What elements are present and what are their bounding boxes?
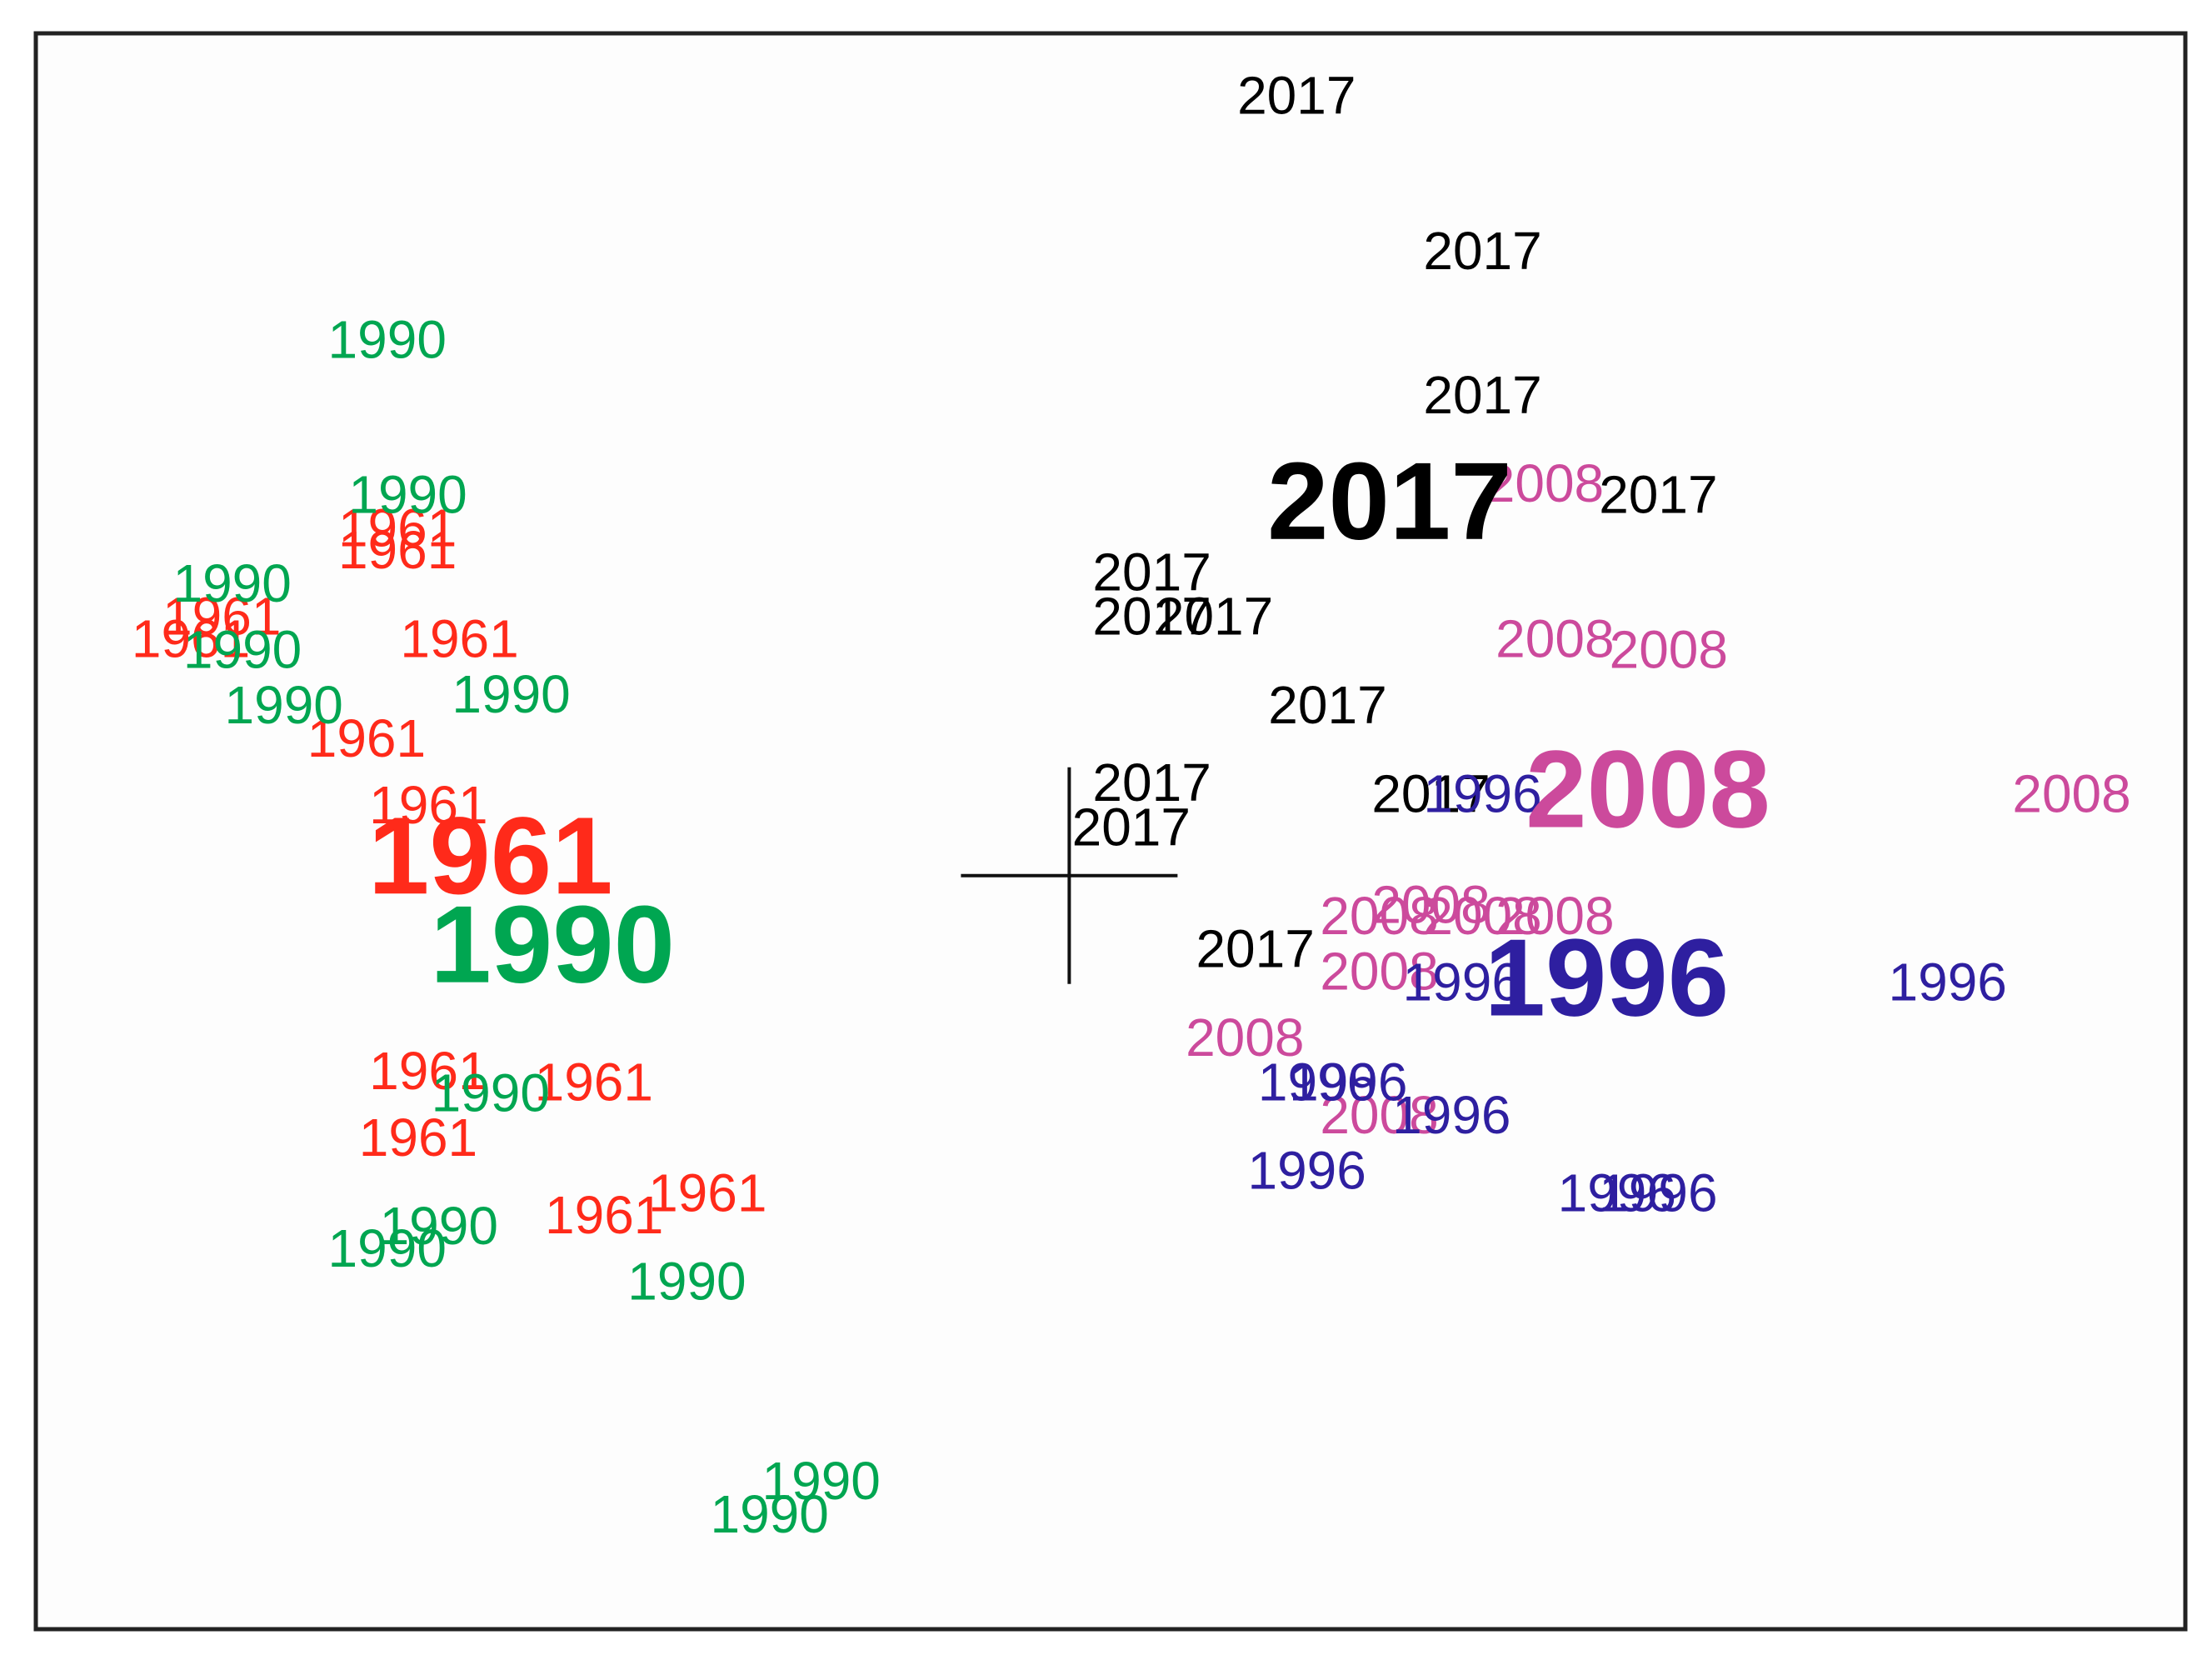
- point-label-1996: 1996: [1423, 764, 1541, 824]
- point-label-1961: 1961: [369, 775, 487, 835]
- point-label-2017: 2017: [1092, 587, 1211, 647]
- centroid-label-2017: 2017: [1267, 440, 1512, 562]
- point-label-1990: 1990: [762, 1451, 881, 1511]
- point-label-1990: 1990: [432, 1063, 550, 1123]
- point-label-2008: 2008: [1610, 620, 1728, 680]
- point-label-2008: 2008: [1485, 453, 1604, 513]
- point-label-1996: 1996: [1599, 1162, 1717, 1222]
- point-label-1996: 1996: [1392, 1085, 1510, 1145]
- point-label-2008: 2008: [1186, 1008, 1304, 1068]
- point-label-1990: 1990: [328, 309, 447, 369]
- point-label-1961: 1961: [359, 1108, 477, 1168]
- point-label-1961: 1961: [338, 520, 457, 580]
- point-label-1996: 1996: [1289, 1052, 1407, 1112]
- point-label-1990: 1990: [710, 1484, 828, 1544]
- plot-frame: [33, 31, 2188, 1632]
- point-label-2008: 2008: [1371, 874, 1490, 934]
- point-label-1961: 1961: [369, 1041, 487, 1101]
- point-label-2008: 2008: [2012, 764, 2130, 824]
- point-label-2017: 2017: [1196, 919, 1314, 979]
- point-label-1961: 1961: [132, 608, 250, 668]
- point-label-1961: 1961: [535, 1052, 653, 1112]
- point-label-2017: 2017: [1423, 221, 1541, 281]
- point-label-1961: 1961: [545, 1185, 663, 1245]
- point-label-2017: 2017: [1371, 764, 1490, 824]
- point-label-1990: 1990: [452, 664, 570, 724]
- point-label-2017: 2017: [1423, 365, 1541, 425]
- point-label-1990: 1990: [348, 464, 467, 524]
- point-label-2008: 2008: [1320, 886, 1438, 946]
- point-label-1996: 1996: [1558, 1162, 1676, 1222]
- point-label-1961: 1961: [338, 498, 457, 558]
- point-label-2017: 2017: [1092, 752, 1211, 812]
- point-label-2008: 2008: [1495, 608, 1614, 668]
- point-label-2008: 2008: [1495, 886, 1614, 946]
- point-label-1990: 1990: [225, 675, 343, 735]
- point-label-1990: 1990: [183, 620, 302, 680]
- point-label-1961: 1961: [400, 608, 518, 668]
- point-label-1990: 1990: [380, 1196, 498, 1256]
- point-label-2017: 2017: [1599, 464, 1717, 524]
- point-label-1990: 1990: [328, 1218, 447, 1278]
- point-label-2008: 2008: [1320, 1085, 1438, 1145]
- point-label-2017: 2017: [1072, 797, 1191, 857]
- point-label-1996: 1996: [1247, 1141, 1366, 1201]
- point-label-1996: 1996: [1889, 952, 2007, 1012]
- point-label-1961: 1961: [307, 708, 426, 768]
- point-label-1996: 1996: [1403, 952, 1521, 1012]
- point-label-2008: 2008: [1423, 886, 1541, 946]
- point-label-2017: 2017: [1155, 587, 1273, 647]
- point-label-1996: 1996: [1258, 1052, 1376, 1112]
- point-label-2017: 2017: [1268, 675, 1386, 735]
- point-label-1961: 1961: [648, 1162, 766, 1222]
- centroid-label-1990: 1990: [430, 883, 675, 1006]
- centroid-label-1996: 1996: [1485, 917, 1730, 1039]
- origin-cross: [961, 767, 1178, 984]
- point-label-1961: 1961: [162, 587, 281, 647]
- centroid-label-1961: 1961: [368, 794, 613, 917]
- centroid-label-2008: 2008: [1525, 728, 1770, 850]
- point-label-2008: 2008: [1320, 941, 1438, 1001]
- point-label-1990: 1990: [627, 1252, 746, 1312]
- point-label-2017: 2017: [1092, 542, 1211, 602]
- point-label-2017: 2017: [1237, 66, 1356, 126]
- point-label-1990: 1990: [172, 553, 291, 613]
